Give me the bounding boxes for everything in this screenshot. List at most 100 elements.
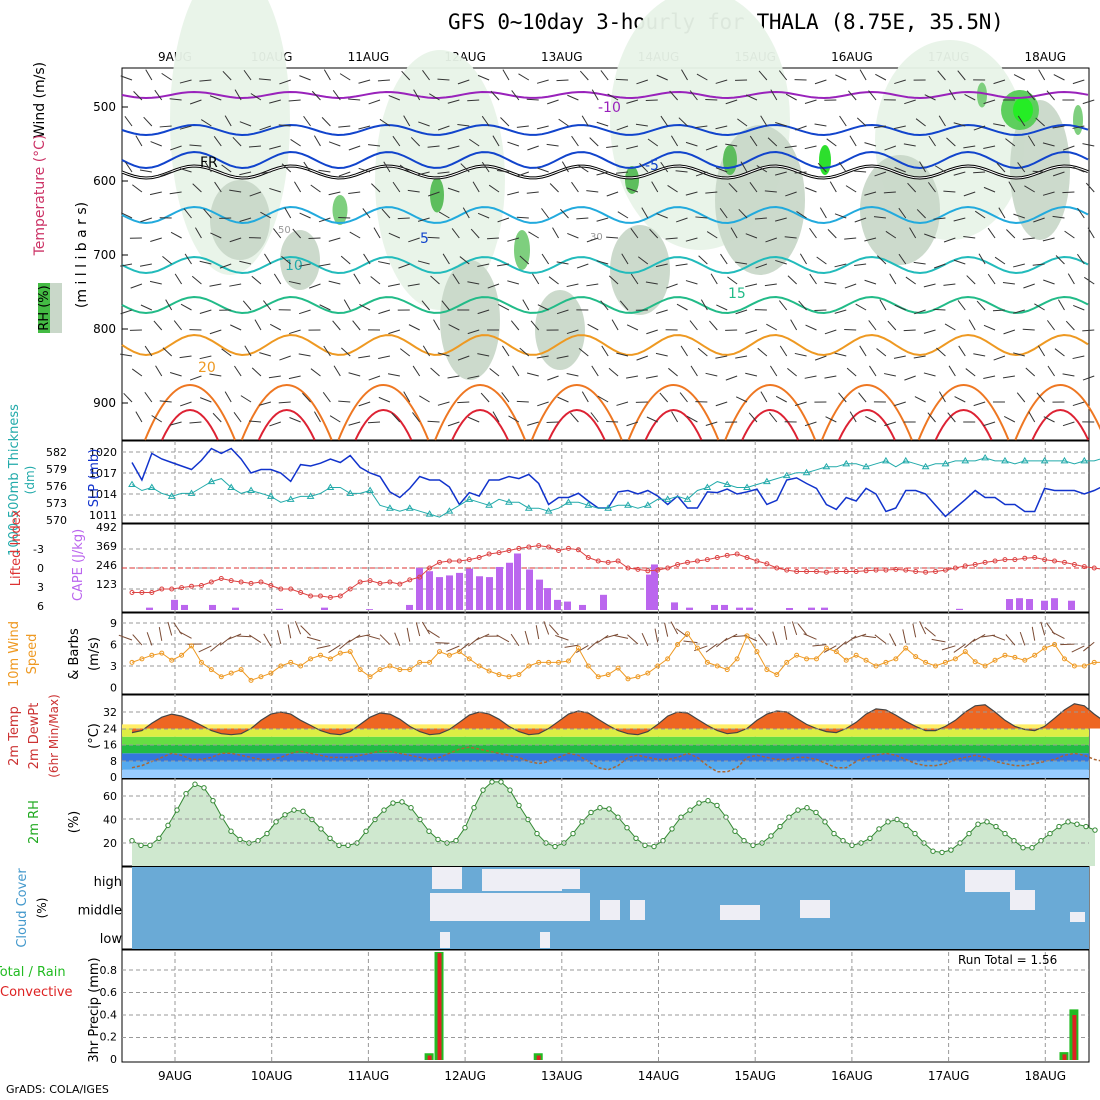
wind-barb [993,123,1006,127]
rh-marker [291,807,297,813]
rh-marker [840,837,846,844]
wind-speed-marker [317,652,323,658]
wind-speed-marker [357,667,363,673]
isotherm-line [121,205,1089,225]
wind-barb [735,261,748,265]
wind-barb [338,171,351,177]
temp-arch [1014,384,1100,441]
wind-barb [532,273,540,285]
wind-barb [690,365,698,377]
wind-barb [621,253,629,265]
wind-barb-10m [356,634,371,639]
thickness-marker [306,492,315,499]
wind-barb [1033,217,1045,223]
wind-barb-10m [576,644,589,654]
wind-barb [983,99,996,105]
wind-barb [144,345,153,357]
wind-barb [546,421,559,424]
wind-barb [754,217,767,220]
wind-barb [229,237,242,243]
upper-air-plot: -10 -5 FR 5 10 15 20 50 30 [120,0,1100,441]
wind-barb [131,368,143,377]
cloud-patch [600,900,620,920]
cloud-patch [965,870,1015,892]
temp-arch [724,384,817,441]
wind-speed-marker [208,667,214,673]
wind-tick-label: 3 [110,660,117,673]
wind-barb [1025,367,1036,377]
wind-barb [755,263,768,269]
wind-barb [407,283,420,287]
lifted-index-marker [853,569,859,574]
wind-barb [578,348,589,357]
wind-barb [368,99,381,105]
lifted-index-marker [575,547,581,553]
precip-axis-label: 3hr Precip (mm) [87,957,102,1062]
wind-barb [383,161,391,173]
wind-barb [387,373,400,377]
wind-barb [804,375,817,379]
wind-speed-marker [714,663,720,669]
lifted-index-marker [923,569,929,575]
wind-barb [488,184,500,193]
wind-barb [819,207,827,219]
wind-barb [758,70,768,81]
rh-shade [715,125,805,275]
wind-barb-10m [797,623,807,635]
wind-barb [552,227,559,239]
wind-barb [849,411,857,423]
wind-barb-10m [664,622,669,637]
wind-barb [1005,138,1016,147]
wind-barb [873,125,886,129]
wind-barb [368,144,381,147]
rh-marker [597,805,603,811]
wind-barb [192,183,202,193]
wind-speed-marker [952,656,958,662]
wind-barb [778,300,788,311]
wind-barb [430,367,440,377]
wind-barb [417,260,430,265]
wind-barb [428,191,440,197]
wind-barb-10m [535,625,540,640]
wind-barb [318,263,331,267]
wind-barb [517,171,529,177]
wind-barb-10m [132,634,143,646]
wind-barb [120,263,133,267]
rh-marker [534,830,540,837]
wind-barb-10m [953,643,966,653]
wind-barb [1087,227,1095,239]
wind-speed-line [131,633,1100,681]
wind-barb [254,319,262,331]
wind-barb [373,227,381,239]
wind-barb [894,401,906,407]
wind-speed-marker [129,659,135,665]
wind-speed-marker [823,645,829,651]
wind-barb [204,161,212,173]
wind-barb-10m [783,625,788,640]
wind-barb [903,143,916,147]
wind-speed-marker [565,658,571,664]
wind-barb [983,375,996,379]
temp-arch [451,409,510,441]
wind-barb [994,256,1006,265]
wind-barb [597,395,609,403]
wind-barb [348,372,361,377]
wind-barb [170,145,182,151]
thickness-marker [901,456,910,464]
wind-speed-marker [169,657,175,663]
wind-barb [894,167,906,173]
precip-convective-bar [536,1055,541,1060]
wind-barb [328,237,341,242]
wind-barb [748,412,758,423]
wind-barb-10m [919,621,927,635]
wind-barb [447,421,460,427]
wind-speed-marker [407,667,413,673]
lifted-index-marker [734,551,740,557]
wind-barb [437,78,450,81]
wind-barb [735,396,748,403]
wind-barb [526,191,539,194]
wind-barb [993,79,1006,85]
cape-bar [232,607,239,610]
wind-speed-marker [466,656,472,662]
rh-shade [440,260,500,380]
